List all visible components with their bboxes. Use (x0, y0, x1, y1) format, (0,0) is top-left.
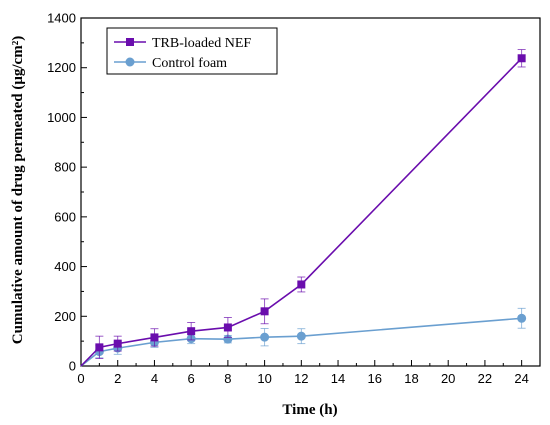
series-trb-loaded-nef (80, 49, 526, 367)
x-tick-label: 12 (294, 371, 308, 386)
data-point (517, 54, 526, 63)
y-tick-label: 400 (54, 259, 76, 274)
data-point (223, 334, 233, 344)
x-tick-label: 4 (151, 371, 158, 386)
legend-label-control: Control foam (152, 56, 227, 71)
axis-ticks (80, 17, 523, 367)
data-point (260, 332, 270, 342)
data-point (113, 339, 122, 348)
x-tick-label: 18 (404, 371, 418, 386)
y-tick-label: 0 (69, 359, 76, 374)
x-axis-title: Time (h) (282, 402, 337, 418)
x-tick-label: 24 (514, 371, 528, 386)
legend: TRB-loaded NEF Control foam (106, 27, 278, 75)
series-control-foam (80, 307, 527, 367)
y-tick-label: 200 (54, 309, 76, 324)
x-tick-label: 22 (478, 371, 492, 386)
data-point (150, 333, 159, 342)
data-point (517, 313, 527, 323)
data-point (95, 343, 104, 352)
y-tick-label: 800 (54, 160, 76, 175)
x-tick-label: 14 (331, 371, 345, 386)
series-line (80, 57, 523, 367)
data-point (296, 331, 306, 341)
x-tick-label: 2 (114, 371, 121, 386)
data-point (187, 327, 196, 336)
x-tick-label: 8 (224, 371, 231, 386)
x-tick-label: 20 (441, 371, 455, 386)
x-tick-label: 16 (368, 371, 382, 386)
x-tick-labels: 0 2 4 6 8 10 12 14 16 18 20 22 24 (77, 371, 528, 386)
y-axis-title: Cumulative amount of drug permeated (μg/… (10, 36, 26, 344)
legend-label-trb: TRB-loaded NEF (152, 36, 251, 51)
series-layer (80, 49, 527, 367)
y-tick-label: 1200 (47, 60, 76, 75)
legend-marker-control (125, 57, 135, 67)
y-tick-label: 600 (54, 209, 76, 224)
data-point (297, 280, 306, 289)
y-tick-label: 1400 (47, 11, 76, 26)
data-point (260, 307, 269, 316)
y-tick-labels: 0 200 400 600 800 1000 1200 1400 (47, 11, 76, 374)
x-tick-label: 6 (188, 371, 195, 386)
x-tick-label: 10 (257, 371, 271, 386)
legend-box (106, 27, 278, 75)
data-point (223, 323, 232, 332)
x-tick-label: 0 (77, 371, 84, 386)
y-tick-label: 1000 (47, 110, 76, 125)
legend-marker-trb (126, 38, 134, 46)
